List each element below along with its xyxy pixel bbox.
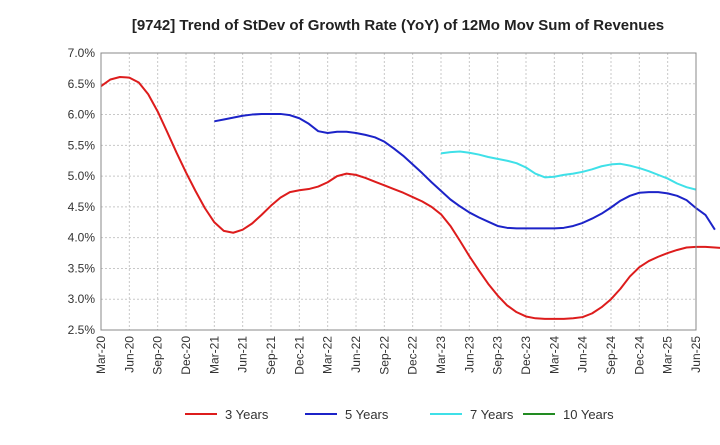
chart-title: [9742] Trend of StDev of Growth Rate (Yo… (132, 17, 664, 34)
x-tick-label: Jun-23 (462, 336, 476, 373)
series-lines (100, 76, 720, 320)
y-tick-label: 5.5% (68, 138, 96, 152)
x-tick-label: Jun-22 (349, 336, 363, 373)
y-axis: 2.5% 3.0% 3.5% 4.0% 4.5% 5.0% 5.5% 6.0% 6.5% 7.0% (68, 46, 96, 337)
x-tick-label: Mar-21 (207, 336, 221, 374)
x-tick-label: Dec-24 (632, 336, 646, 375)
y-tick-label: 4.0% (68, 231, 96, 245)
x-tick-label: Jun-25 (689, 336, 703, 373)
legend-label: 3 Years (225, 407, 269, 422)
x-tick-label: Sep-22 (377, 336, 391, 375)
x-tick-label: Jun-24 (576, 336, 590, 373)
series-line-7-years (440, 150, 697, 191)
y-tick-label: 3.0% (68, 292, 96, 306)
x-tick-label: Dec-22 (406, 336, 420, 375)
x-tick-label: Sep-23 (491, 336, 505, 375)
plot-frame (100, 52, 697, 331)
x-tick-label: Mar-25 (661, 336, 675, 374)
x-tick-label: Sep-24 (604, 336, 618, 375)
y-tick-label: 6.0% (68, 108, 96, 122)
legend: 3 Years 5 Years 7 Years 10 Years (185, 407, 614, 422)
x-tick-label: Dec-21 (292, 336, 306, 375)
y-tick-label: 7.0% (68, 46, 96, 60)
x-tick-label: Jun-20 (122, 336, 136, 373)
x-tick-label: Mar-22 (321, 336, 335, 374)
x-tick-label: Jun-21 (236, 336, 250, 373)
x-tick-label: Sep-21 (264, 336, 278, 375)
x-tick-label: Sep-20 (151, 336, 165, 375)
x-tick-label: Mar-23 (434, 336, 448, 374)
y-tick-label: 6.5% (68, 77, 96, 91)
y-tick-label: 2.5% (68, 323, 96, 337)
legend-label: 5 Years (345, 407, 389, 422)
x-tick-label: Mar-24 (547, 336, 561, 374)
series-line-5-years (214, 112, 716, 231)
x-tick-label: Dec-23 (519, 336, 533, 375)
series-line-3-years (100, 76, 720, 320)
legend-label: 7 Years (470, 407, 514, 422)
y-tick-label: 4.5% (68, 200, 96, 214)
legend-label: 10 Years (563, 407, 614, 422)
y-tick-label: 3.5% (68, 261, 96, 275)
x-tick-label: Dec-20 (179, 336, 193, 375)
x-tick-label: Mar-20 (94, 336, 108, 374)
y-tick-label: 5.0% (68, 169, 96, 183)
x-axis: Mar-20 Jun-20 Sep-20 Dec-20 Mar-21 Jun-21 Sep-… (94, 336, 703, 375)
